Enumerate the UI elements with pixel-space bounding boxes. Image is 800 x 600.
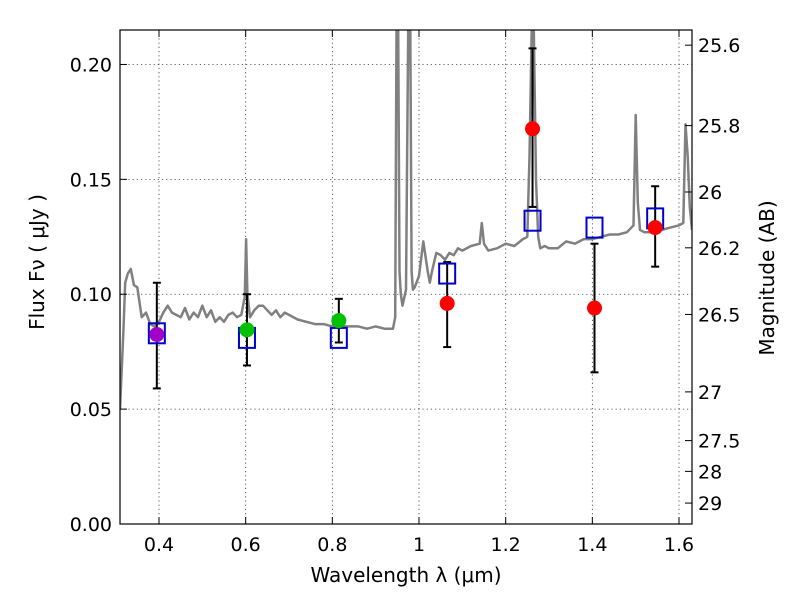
x-tick-label: 1.2 (491, 534, 521, 556)
x-tick-label: 0.8 (317, 534, 347, 556)
y-axis-label: Flux Fν ( μJy ) (25, 194, 49, 330)
model-sed-curve (120, 30, 692, 410)
magnitude-tick-label: 26 (698, 182, 722, 204)
x-tick-label: 1 (413, 534, 425, 556)
y-tick-label: 0.20 (70, 54, 112, 76)
y-tick-label: 0.15 (70, 169, 112, 191)
y-tick-label: 0.00 (70, 514, 112, 536)
magnitude-tick-label: 27.5 (698, 431, 740, 453)
y-tick-label: 0.10 (70, 284, 112, 306)
observed-photometry-markers (149, 121, 663, 342)
plot-frame (119, 29, 693, 525)
x-tick-label: 1.4 (577, 534, 607, 556)
observed-photometry-point (331, 313, 347, 329)
x-tick-label: 1.6 (664, 534, 694, 556)
magnitude-tick-label: 27 (698, 382, 722, 404)
x-tick-label: 0.4 (144, 534, 174, 556)
observed-photometry-point (239, 322, 255, 338)
magnitude-axis-ticks: 25.6 25.8 26 26.2 26.5 27 27.5 28 29 (685, 35, 740, 515)
y-axis-ticks: 0.00 0.05 0.10 0.15 0.20 (70, 54, 127, 536)
model-photometry-square (585, 216, 604, 239)
magnitude-tick-label: 26.5 (698, 304, 740, 326)
observed-photometry-point (647, 220, 663, 236)
x-tick-label: 0.6 (231, 534, 261, 556)
magnitude-tick-label: 28 (698, 461, 722, 483)
x-axis-ticks: 0.4 0.6 0.8 1 1.2 1.4 1.6 (144, 30, 694, 556)
y-tick-label: 0.05 (70, 399, 112, 421)
magnitude-axis-label: Magnitude (AB) (755, 200, 779, 355)
magnitude-tick-label: 29 (698, 493, 722, 515)
model-photometry-square (523, 209, 542, 232)
model-photometry-markers (147, 207, 665, 349)
magnitude-tick-label: 25.8 (698, 116, 740, 138)
magnitude-tick-label: 25.6 (698, 35, 740, 57)
magnitude-tick-label: 26.2 (698, 238, 740, 260)
observed-photometry-point (587, 300, 602, 316)
observed-photometry-point (439, 295, 455, 311)
model-photometry-square (147, 322, 166, 345)
observed-photometry-point (149, 326, 165, 342)
observed-photometry-point (525, 121, 541, 137)
x-axis-label: Wavelength λ (μm) (310, 563, 501, 587)
model-photometry-square (438, 262, 457, 285)
